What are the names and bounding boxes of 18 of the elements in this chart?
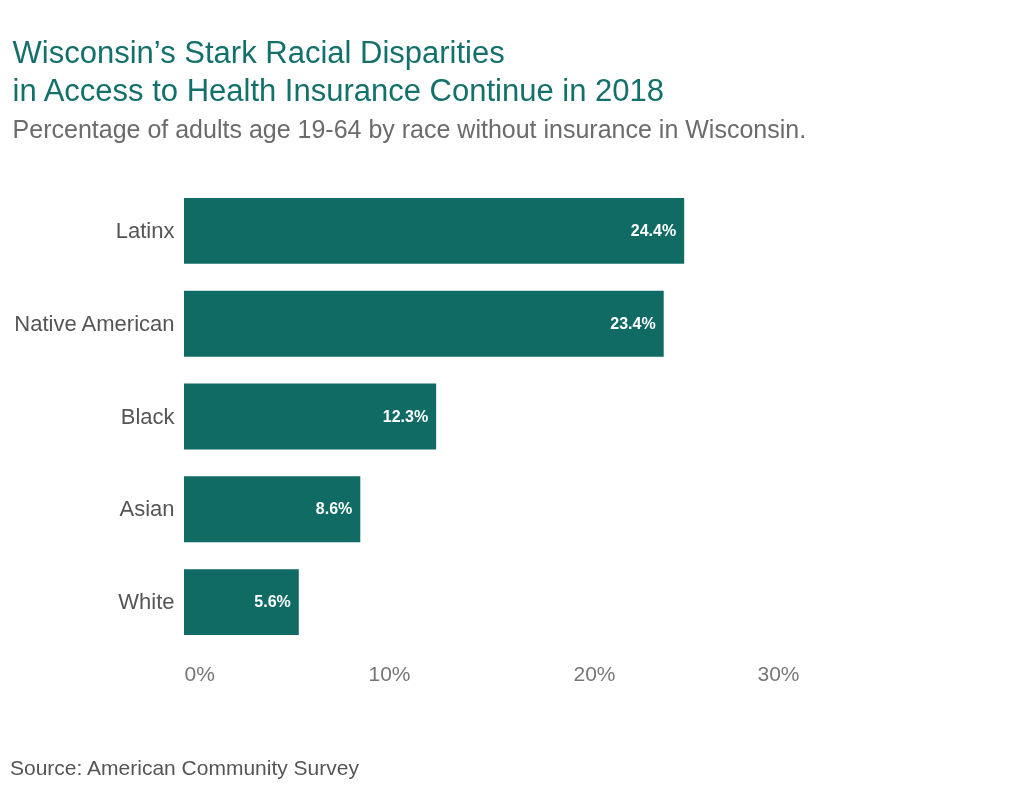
data-label: 8.6% [315,500,353,518]
y-tick-label: Black [120,403,176,429]
x-tick-label: 0% [184,661,215,685]
y-tick-label: Latinx [115,217,175,243]
y-tick-label: Asian [119,496,175,522]
chart-subtitle: Percentage of adults age 19-64 by race without insurance in Wisconsin. [12,115,807,143]
text: Wisconsin’s Stark Racial Disparities [12,35,505,70]
data-label: 12.3% [382,407,429,425]
data-label: 24.4% [630,221,677,239]
y-tick-label: White [118,589,175,615]
y-tick-label: Native American [14,310,175,336]
source-note: Source: American Community Survey [10,756,359,780]
text: in Access to Health Insurance Continue in 2018 [12,73,665,108]
x-tick-label: 30% [757,661,800,685]
x-tick-label: 10% [368,661,411,685]
x-tick-label: 20% [573,661,616,685]
data-label: 5.6% [254,593,291,611]
data-label: 23.4% [610,314,656,332]
